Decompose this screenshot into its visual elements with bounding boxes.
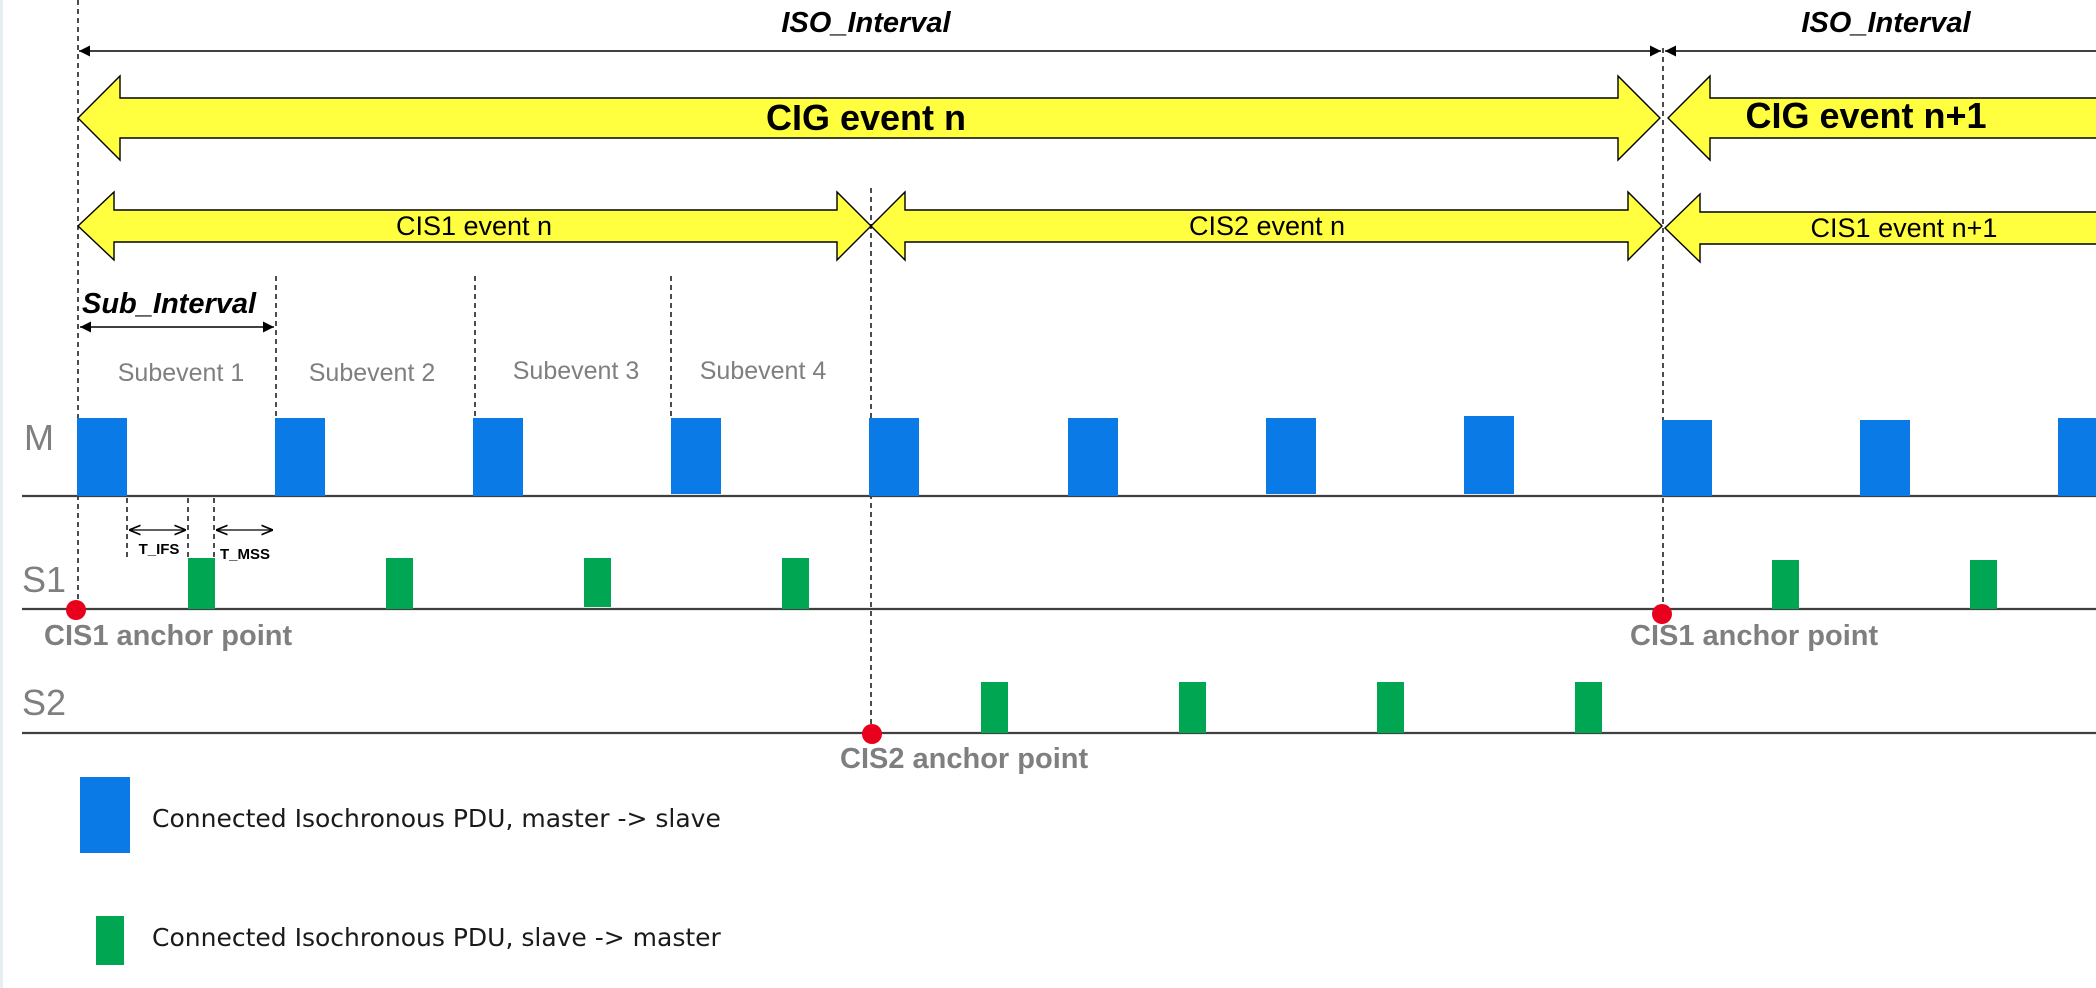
anchor-points (66, 600, 1672, 744)
legend-slave-swatch (96, 916, 124, 965)
slave1-pdu (584, 558, 611, 607)
cis2-event-n-label: CIS2 event n (1189, 211, 1345, 241)
cig-event-n1-label: CIG event n+1 (1745, 95, 1986, 136)
legend-master-label: Connected Isochronous PDU, master -> sla… (152, 804, 721, 833)
cis2-anchor-label: CIS2 anchor point (840, 743, 1088, 775)
sub-interval-label: Sub_Interval (82, 288, 257, 320)
master-pdu (1464, 416, 1514, 494)
cis1-anchor-label: CIS1 anchor point (1630, 620, 1878, 652)
subevent-3-label: Subevent 3 (513, 357, 640, 385)
cig-event-n1-arrow (1667, 74, 2096, 162)
subevent-labels: Subevent 1 Subevent 2 Subevent 3 Subeven… (118, 357, 827, 387)
legend-master-swatch (80, 777, 130, 853)
cig-event-arrows (77, 74, 2096, 162)
slave2-pdu (1377, 682, 1404, 733)
cig-event-n-arrow (77, 74, 1661, 162)
master-pdu (473, 418, 523, 496)
row-label-master: M (24, 417, 54, 458)
left-edge-strip (0, 0, 3, 988)
master-pdu (1860, 420, 1910, 496)
master-pdu (77, 418, 127, 496)
master-pdu (1662, 420, 1712, 496)
cis-event-arrows (76, 190, 2096, 264)
cis1-anchor-dot (66, 600, 86, 620)
dashed-guides (77, 0, 1664, 732)
row-label-slave2: S2 (22, 682, 66, 723)
slave1-pdu (386, 558, 413, 609)
legend: Connected Isochronous PDU, master -> sla… (80, 777, 722, 965)
t-ifs-label: T_IFS (139, 541, 180, 558)
row-label-slave1: S1 (22, 559, 66, 600)
slave2-pdu (1575, 682, 1602, 733)
master-pdu (2058, 418, 2096, 496)
cis1-event-n1-label: CIS1 event n+1 (1811, 213, 1998, 243)
iso-interval-label-2: ISO_Interval (1801, 7, 1971, 39)
t-mss-label: T_MSS (220, 546, 270, 563)
iso-interval-arrows: ISO_Interval ISO_Interval (79, 7, 2096, 57)
subevent-2-label: Subevent 2 (309, 359, 436, 387)
slave2-pdu (981, 682, 1008, 733)
master-pdus (77, 416, 2096, 496)
slave1-pdu (188, 558, 215, 609)
anchor-labels: CIS1 anchor point CIS1 anchor point CIS2… (44, 620, 1878, 775)
cis1-anchor-label: CIS1 anchor point (44, 620, 292, 652)
slave2-pdu (1179, 682, 1206, 733)
legend-slave-label: Connected Isochronous PDU, slave -> mast… (152, 923, 722, 952)
row-baselines (22, 494, 2096, 735)
cis2-anchor-dot (862, 724, 882, 744)
slave1-pdu (1970, 560, 1997, 609)
master-pdu (1266, 418, 1316, 494)
subevent-1-label: Subevent 1 (118, 359, 245, 387)
cis2-event-n-arrow (870, 190, 1663, 262)
slave1-pdu (782, 558, 809, 609)
cis1-anchor-dot (1652, 604, 1672, 624)
cis1-event-n1-arrow (1663, 192, 2096, 264)
cis1-event-n-label: CIS1 event n (396, 211, 552, 241)
master-pdu (275, 418, 325, 496)
iso-interval-label-1: ISO_Interval (781, 7, 951, 39)
slave2-pdus (981, 682, 1602, 733)
master-pdu (1068, 418, 1118, 496)
row-labels: M S1 S2 (22, 417, 66, 723)
cig-event-n-label: CIG event n (766, 97, 966, 138)
master-pdu (869, 418, 919, 496)
master-pdu (671, 418, 721, 494)
subevent-4-label: Subevent 4 (700, 357, 827, 385)
slave1-pdus (188, 558, 1997, 609)
slave1-pdu (1772, 560, 1799, 609)
